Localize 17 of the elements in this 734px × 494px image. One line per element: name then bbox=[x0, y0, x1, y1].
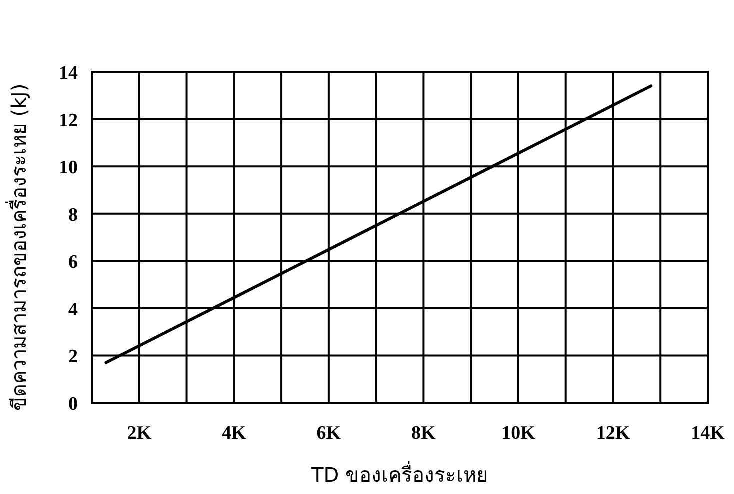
y-tick-label: 8 bbox=[68, 204, 78, 226]
x-tick-label: 8K bbox=[412, 423, 436, 444]
x-tick-label: 14K bbox=[691, 423, 726, 444]
y-tick-label: 10 bbox=[59, 158, 78, 179]
x-axis-title: TD ของเครื่องระเหย bbox=[310, 461, 488, 487]
x-tick-label: 6K bbox=[316, 423, 342, 444]
x-tick-label: 2K bbox=[127, 423, 152, 444]
y-tick-label: 12 bbox=[59, 110, 78, 132]
x-tick-label: 4K bbox=[222, 423, 247, 444]
y-tick-label: 0 bbox=[68, 394, 78, 415]
x-tick-label: 10K bbox=[502, 423, 536, 444]
y-tick-label: 6 bbox=[68, 252, 78, 274]
y-tick-label: 2 bbox=[68, 346, 78, 368]
x-tick-label: 12K bbox=[596, 423, 630, 444]
y-axis-title: ขีดความสามารถของเครื่องระเหย (kJ) bbox=[5, 84, 31, 412]
y-tick-label: 14 bbox=[59, 63, 78, 84]
y-tick-label: 4 bbox=[68, 299, 78, 320]
